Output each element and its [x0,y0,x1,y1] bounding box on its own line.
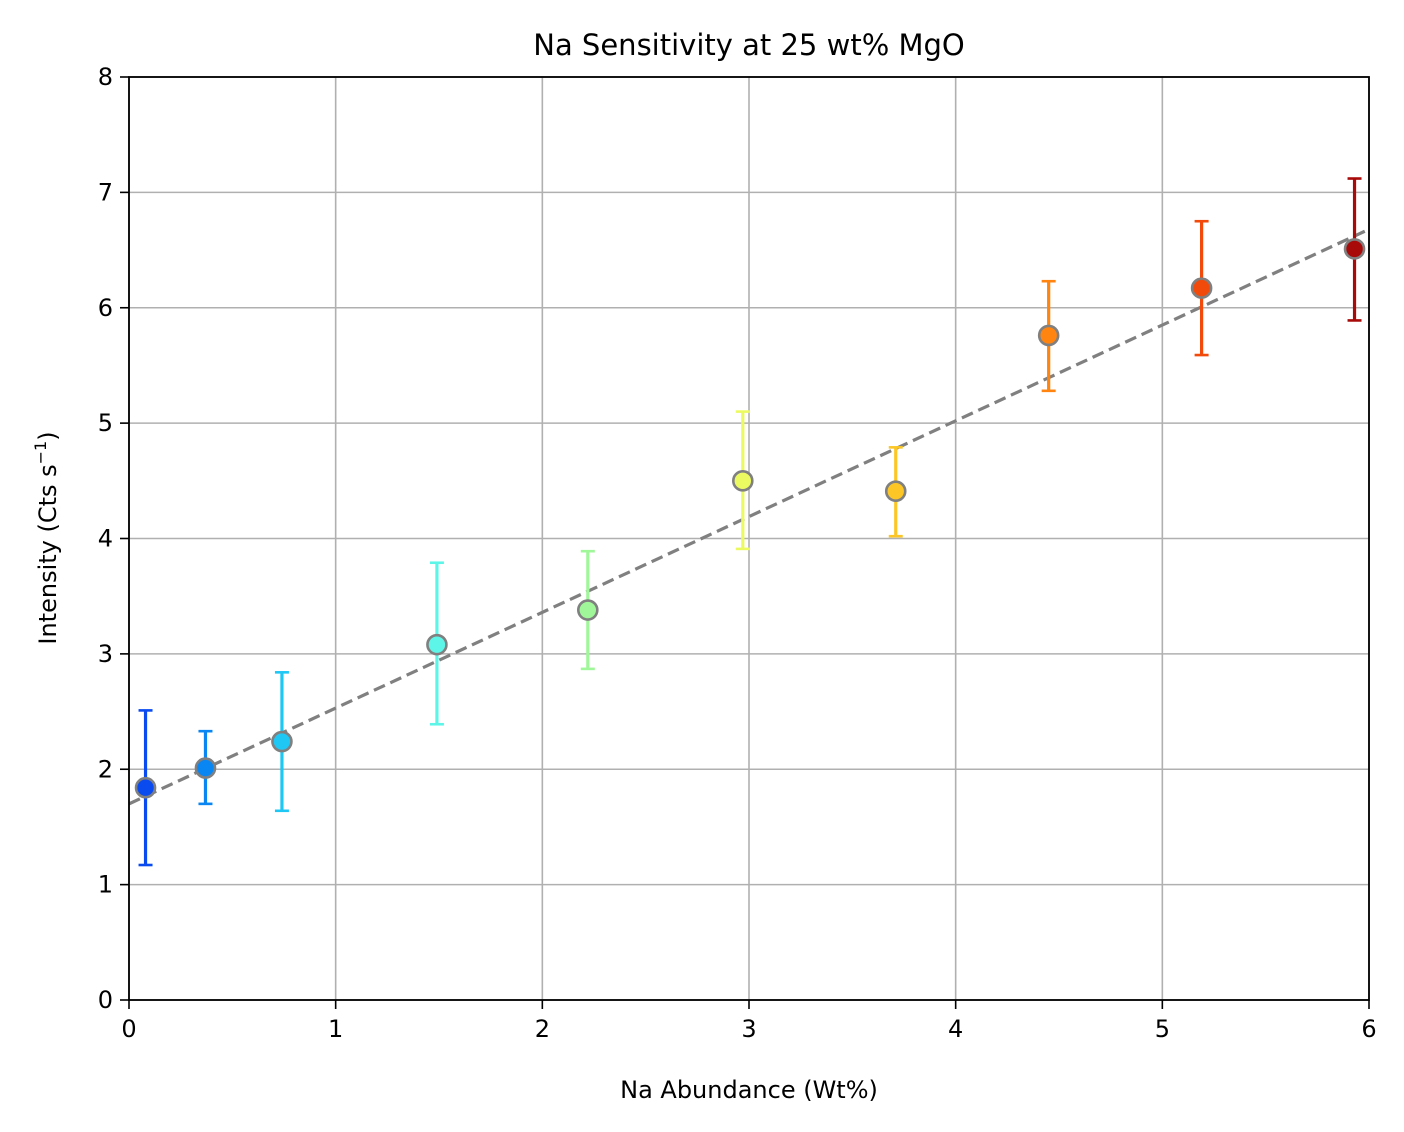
x-tick-label: 3 [741,1015,756,1043]
y-axis-label-prefix: Intensity (Cts s [34,464,62,644]
data-point [271,730,293,753]
ticks: 0 1 2 3 4 5 6 0 1 2 3 4 5 6 7 8 [98,63,1377,1043]
x-tick-label: 4 [948,1015,963,1043]
data-point [884,480,907,502]
data-point [731,470,754,492]
y-tick-label: 4 [98,525,113,553]
x-axis-label: Na Abundance (Wt%) [620,1076,878,1104]
data-point [576,599,599,621]
x-tick-label: 0 [121,1015,136,1043]
y-tick-label: 3 [98,640,113,668]
data-point [1190,277,1213,299]
y-axis-label-suffix: ) [34,431,62,440]
x-tick-label: 1 [328,1015,343,1043]
data-point [426,633,448,656]
fit-line [128,227,1370,806]
chart-title: Na Sensitivity at 25 wt% MgO [533,28,964,62]
y-tick-label: 0 [98,986,113,1014]
data-point [1037,324,1060,347]
y-tick-label: 6 [98,294,113,322]
fit-line-group [128,227,1370,806]
y-axis-label: Intensity (Cts s−1) [31,431,62,644]
x-tick-label: 6 [1361,1015,1376,1043]
x-tick-label: 5 [1155,1015,1170,1043]
data-point [194,757,217,779]
data-point [1343,238,1366,260]
data-points [134,238,1366,799]
x-tick-label: 2 [535,1015,550,1043]
y-tick-label: 7 [98,178,113,206]
y-axis-label-superscript: −1 [31,441,50,465]
data-point [134,776,157,799]
y-tick-label: 2 [98,755,113,783]
y-tick-label: 8 [98,63,113,91]
y-tick-label: 5 [98,409,113,437]
y-tick-label: 1 [98,871,113,899]
